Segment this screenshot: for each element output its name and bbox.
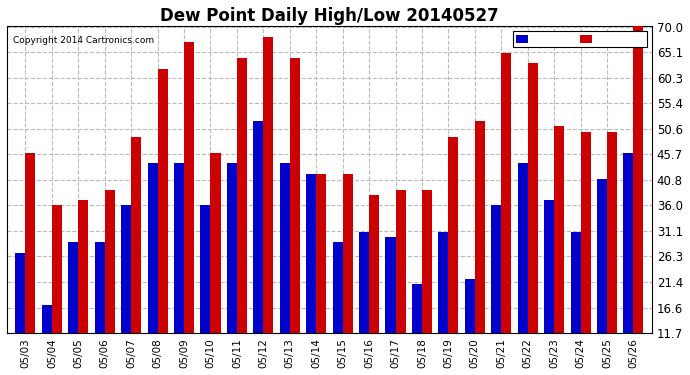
Bar [518, 164, 528, 333]
Bar [227, 164, 237, 333]
Bar [210, 153, 221, 333]
Bar [395, 190, 406, 333]
Bar [422, 190, 432, 333]
Bar [607, 132, 617, 333]
Bar [369, 195, 379, 333]
Bar [491, 206, 501, 333]
Bar [465, 279, 475, 333]
Bar [438, 232, 449, 333]
Bar [290, 58, 300, 333]
Bar [200, 206, 210, 333]
Bar [359, 232, 369, 333]
Bar [475, 121, 485, 333]
Bar [448, 137, 458, 333]
Bar [131, 137, 141, 333]
Bar [105, 190, 115, 333]
Bar [42, 305, 52, 333]
Bar [121, 206, 131, 333]
Bar [306, 174, 316, 333]
Bar [554, 126, 564, 333]
Bar [316, 174, 326, 333]
Bar [412, 284, 422, 333]
Bar [528, 63, 538, 333]
Bar [623, 153, 633, 333]
Bar [52, 206, 62, 333]
Bar [597, 179, 607, 333]
Bar [15, 253, 26, 333]
Text: Copyright 2014 Cartronics.com: Copyright 2014 Cartronics.com [13, 36, 155, 45]
Bar [79, 200, 88, 333]
Legend: Low  (°F), High  (°F): Low (°F), High (°F) [513, 32, 647, 47]
Bar [148, 164, 157, 333]
Bar [68, 242, 79, 333]
Title: Dew Point Daily High/Low 20140527: Dew Point Daily High/Low 20140527 [160, 7, 499, 25]
Bar [26, 153, 35, 333]
Bar [386, 237, 395, 333]
Bar [279, 164, 290, 333]
Bar [95, 242, 105, 333]
Bar [571, 232, 580, 333]
Bar [174, 164, 184, 333]
Bar [343, 174, 353, 333]
Bar [264, 37, 273, 333]
Bar [580, 132, 591, 333]
Bar [184, 42, 194, 333]
Bar [253, 121, 264, 333]
Bar [501, 53, 511, 333]
Bar [237, 58, 247, 333]
Bar [633, 27, 644, 333]
Bar [157, 69, 168, 333]
Bar [333, 242, 343, 333]
Bar [544, 200, 554, 333]
